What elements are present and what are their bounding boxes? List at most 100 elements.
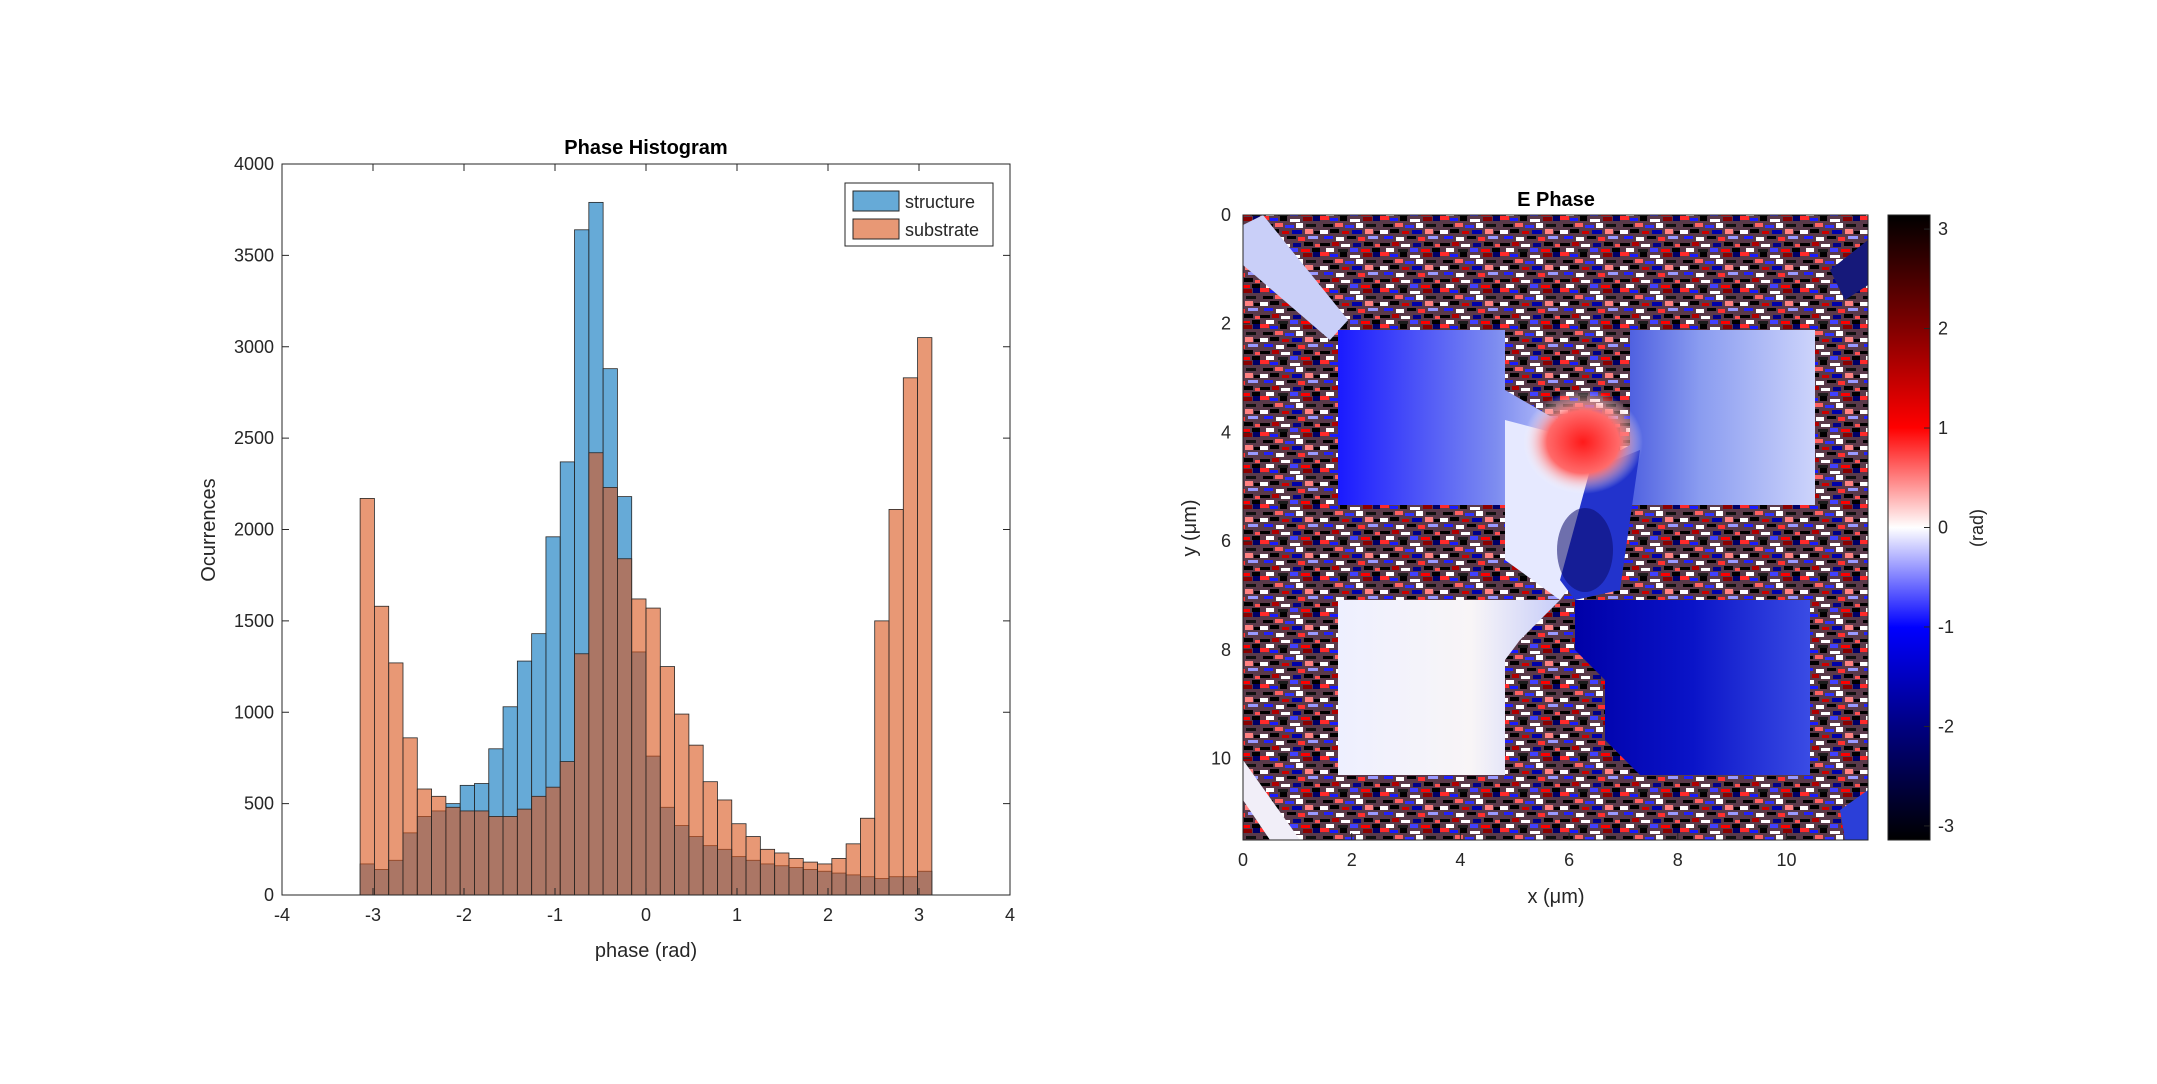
histogram-title: Phase Histogram xyxy=(564,137,727,159)
substrate-bar xyxy=(359,498,375,896)
colorbar-tick-label: -1 xyxy=(1938,617,1954,637)
heatmap-title: E Phase xyxy=(1517,189,1595,211)
heatmap-lead-bottom-left xyxy=(1243,760,1300,840)
substrate-bar xyxy=(445,806,461,896)
histogram-y-label: Ocurrences xyxy=(198,478,220,581)
heatmap-lead-top-left xyxy=(1243,215,1348,340)
histogram-y-tick-label: 500 xyxy=(244,794,274,814)
histogram-y-tick-label: 3000 xyxy=(234,337,274,357)
substrate-bar xyxy=(416,788,432,896)
heatmap-x-tick-label: 10 xyxy=(1776,850,1796,870)
heatmap-x-tick-label: 4 xyxy=(1455,850,1465,870)
colorbar-tick-label: 2 xyxy=(1938,319,1948,339)
colorbar-ticks: -3 -2 -1 0 1 2 3 xyxy=(1924,219,1954,836)
histogram-y-tick-label: 1500 xyxy=(234,611,274,631)
substrate-bar xyxy=(545,786,561,896)
colorbar-gradient xyxy=(1887,214,1931,841)
substrate-bar xyxy=(788,858,804,896)
substrate-bar xyxy=(717,799,733,896)
heatmap-lead-top-right xyxy=(1830,240,1868,300)
heatmap-y-tick-label: 10 xyxy=(1211,748,1231,768)
colorbar-tick-label: 1 xyxy=(1938,418,1948,438)
substrate-bar xyxy=(488,816,504,896)
substrate-bar xyxy=(745,836,761,896)
histogram-x-tick-label: -2 xyxy=(456,905,472,925)
heatmap-x-tick-label: 8 xyxy=(1673,850,1683,870)
histogram-y-tick-label: 0 xyxy=(264,885,274,905)
histogram-x-tick-label: 3 xyxy=(914,905,924,925)
substrate-bar xyxy=(674,713,690,896)
substrate-bar xyxy=(374,605,390,896)
heatmap-y-tick-label: 2 xyxy=(1221,314,1231,334)
substrate-bar xyxy=(874,620,890,896)
histogram-x-tick-label: -3 xyxy=(365,905,381,925)
substrate-bar xyxy=(588,452,604,896)
substrate-bar xyxy=(860,817,876,896)
heatmap-y-tick-label: 6 xyxy=(1221,531,1231,551)
substrate-bar xyxy=(702,781,718,896)
histogram-x-tick-label: -1 xyxy=(547,905,563,925)
colorbar-tick-label: 0 xyxy=(1938,518,1948,538)
histogram-x-tick-label: 4 xyxy=(1005,905,1015,925)
substrate-bar xyxy=(645,607,661,896)
substrate-bar xyxy=(759,848,776,896)
heatmap-y-label: y (μm) xyxy=(1179,499,1201,556)
heatmap-dark-neck xyxy=(1557,508,1613,592)
histogram-x-tick-label: 1 xyxy=(732,905,742,925)
colorbar-tick-label: -3 xyxy=(1938,816,1954,836)
heatmap-pad-lower-left xyxy=(1338,600,1560,775)
histogram-legend: structure substrate xyxy=(844,182,994,247)
heatmap-x-tick-label: 2 xyxy=(1347,850,1357,870)
legend-swatch-substrate xyxy=(852,218,900,240)
histogram-y-tick-label: 2500 xyxy=(234,428,274,448)
histogram-y-tick-label: 3500 xyxy=(234,245,274,265)
substrate-bar xyxy=(431,795,447,896)
substrate-bar xyxy=(831,858,847,896)
substrate-bar xyxy=(516,808,533,896)
histogram-x-tick-label: -4 xyxy=(274,905,290,925)
heatmap-x-tick-label: 0 xyxy=(1238,850,1248,870)
substrate-bar xyxy=(402,737,418,896)
heatmap-pad-upper-right xyxy=(1585,330,1815,505)
substrate-bar xyxy=(559,761,575,896)
legend-label-structure: structure xyxy=(905,192,975,212)
histogram-y-tick-label: 4000 xyxy=(234,154,274,174)
histogram-y-tick-label: 1000 xyxy=(234,702,274,722)
substrate-bar xyxy=(731,823,747,896)
histogram-x-ticks: -4 -3 -2 -1 0 1 2 3 4 xyxy=(274,164,1015,925)
substrate-bar xyxy=(917,337,933,896)
histogram-x-label: phase (rad) xyxy=(595,940,697,962)
histogram-y-tick-label: 2000 xyxy=(234,520,274,540)
substrate-bar xyxy=(802,861,818,896)
heatmap-x-label: x (μm) xyxy=(1527,886,1584,908)
substrate-bar xyxy=(474,810,490,896)
heatmap-y-ticks: 0 2 4 6 8 10 xyxy=(1211,205,1250,768)
substrate-bar xyxy=(617,558,633,896)
histogram-y-ticks: 0 500 1000 1500 2000 2500 3000 3500 4000 xyxy=(234,154,1010,905)
colorbar: -3 -2 -1 0 1 2 3 (rad) xyxy=(1887,214,1987,841)
heatmap-pad-lower-right xyxy=(1575,600,1810,775)
legend-swatch-structure xyxy=(852,190,900,212)
heatmap-y-tick-label: 8 xyxy=(1221,640,1231,660)
histogram-x-tick-label: 2 xyxy=(823,905,833,925)
substrate-bar xyxy=(688,744,704,896)
substrate-bar xyxy=(817,863,833,896)
substrate-bar xyxy=(659,666,675,896)
substrate-bar xyxy=(774,852,790,896)
substrate-bar xyxy=(845,843,861,896)
substrate-bar xyxy=(602,487,618,896)
histogram-axes: -4 -3 -2 -1 0 1 2 3 4 0 500 1000 1500 2000 2500 3000 35… xyxy=(198,137,1015,962)
substrate-bar xyxy=(888,508,904,896)
substrate-bar xyxy=(574,653,590,896)
histogram-x-tick-label: 0 xyxy=(641,905,651,925)
colorbar-tick-label: -2 xyxy=(1938,716,1954,736)
heatmap-x-tick-label: 6 xyxy=(1564,850,1574,870)
heatmap-axes-box xyxy=(1242,214,1869,841)
colorbar-label: (rad) xyxy=(1967,509,1987,547)
heatmap-y-tick-label: 4 xyxy=(1221,422,1231,442)
heatmap-lead-bottom-right xyxy=(1840,790,1868,840)
substrate-bar xyxy=(388,662,404,896)
heatmap-x-ticks: 0 2 4 6 8 10 xyxy=(1238,833,1796,870)
heatmap-axes: 0 2 4 6 8 10 0 2 4 6 8 10 E Phase x (μm) y (μm) -3… xyxy=(1179,189,1987,908)
